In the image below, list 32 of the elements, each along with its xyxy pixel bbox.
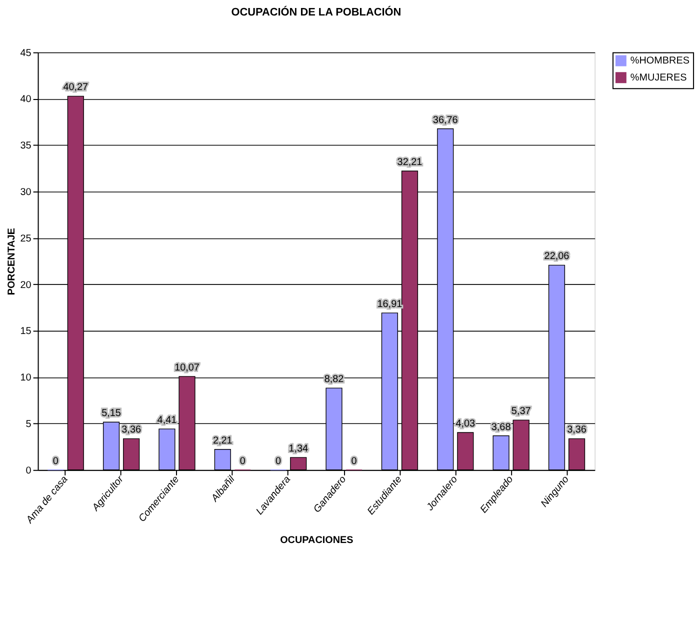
y-tick-label: 25 [20,233,32,244]
data-label: 10,07 [174,362,200,374]
y-tick-label: 45 [20,48,32,59]
y-tick-label: 40 [20,94,32,106]
y-tick-label: 5 [26,418,32,430]
data-label: 3,68 [491,422,512,433]
data-label: 2,21 [212,435,233,446]
y-axis-title: PORCENTAJE [6,228,18,296]
data-label: 36,76 [432,114,458,126]
data-label: 0 [52,456,59,467]
data-label: 3,36 [122,424,142,436]
y-tick-label: 10 [20,372,32,384]
data-label: 0 [276,456,282,467]
y-tick-label: 15 [20,326,32,338]
data-label: 3,36 [567,424,587,436]
y-tick-label: 0 [26,465,32,476]
y-tick-label: 30 [20,186,32,198]
y-tick-label: 20 [20,280,32,291]
data-label: 22,06 [544,251,570,262]
data-label: 0 [240,456,246,467]
data-label: 5,37 [511,406,532,418]
y-tick-label: 35 [20,140,32,152]
legend-label: %MUJERES [630,72,688,84]
legend-label: %HOMBRES [630,56,690,67]
data-label: 0 [351,456,358,467]
chart-title: OCUPACIÓN DE LA POBLACIÓN [231,5,402,18]
data-label: 40,27 [63,82,89,94]
data-label: 4,41 [157,414,178,426]
data-label: 5,15 [102,408,122,420]
data-label: 1,34 [288,443,309,454]
x-axis-title: OCUPACIONES [280,534,354,546]
data-label: 32,21 [397,157,423,168]
